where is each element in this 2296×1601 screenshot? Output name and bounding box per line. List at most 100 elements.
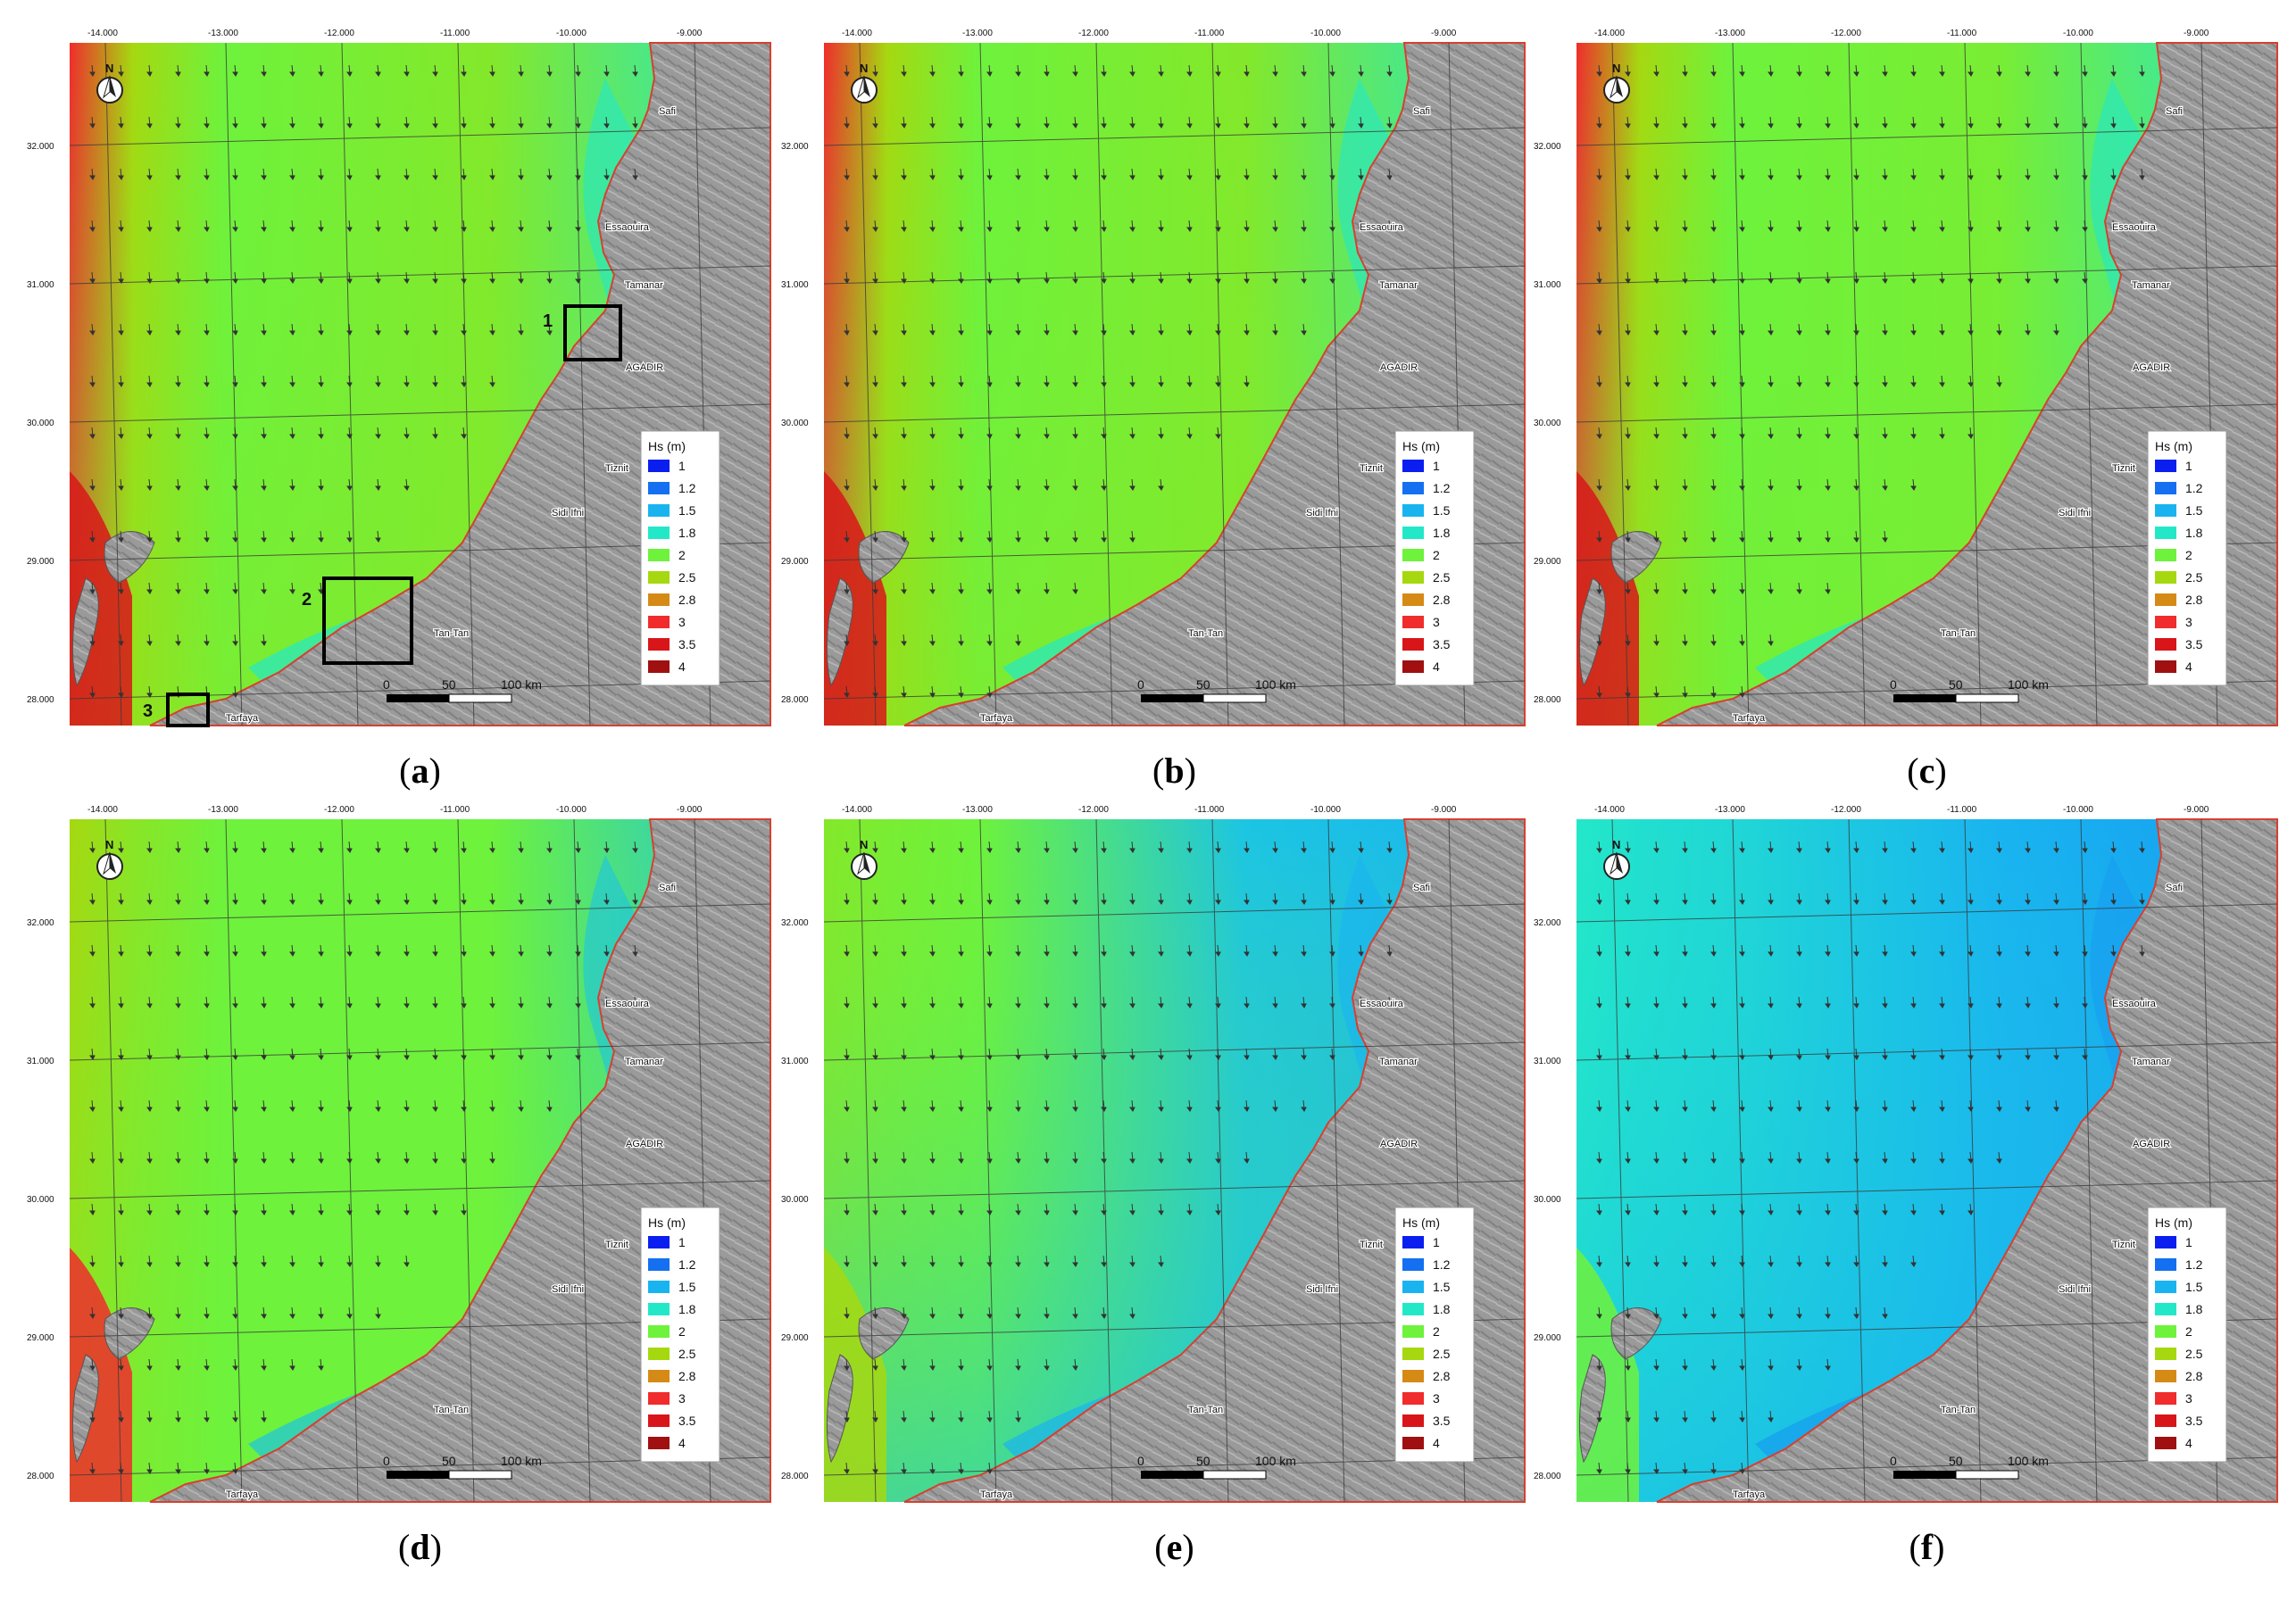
wave-arrow-head [2139, 951, 2145, 957]
wave-arrow-head [289, 951, 295, 957]
legend-swatch [1402, 1414, 1424, 1427]
wave-arrow-head [901, 1210, 907, 1215]
legend-value: 2.5 [2185, 570, 2203, 585]
wave-arrow-head [289, 123, 295, 129]
wave-arrow-head [1768, 1417, 1774, 1423]
wave-arrow-head [261, 330, 267, 336]
wave-arrow-head [232, 278, 238, 284]
wave-arrow-head [872, 1365, 878, 1371]
wave-arrow-head [986, 1210, 993, 1215]
wave-arrow-head [403, 1158, 410, 1164]
wave-arrow-head [346, 123, 353, 129]
wave-arrow-head [603, 227, 610, 232]
wave-arrow-head [1682, 1417, 1688, 1423]
wave-arrow-head [1996, 71, 2002, 77]
wave-arrow-head [1710, 278, 1717, 284]
wave-arrow-head [1358, 900, 1364, 905]
wave-arrow-head [1301, 1003, 1307, 1008]
wave-arrow-head [1301, 848, 1307, 853]
wave-arrow-head [1739, 1314, 1745, 1319]
legend-value: 2.8 [678, 593, 696, 607]
wave-arrow-head [461, 1210, 467, 1215]
wave-arrow-head [1682, 175, 1688, 180]
wave-arrow-head [1015, 1003, 1021, 1008]
wave-arrow-head [1044, 1210, 1050, 1215]
wave-arrow-head [518, 900, 524, 905]
wave-arrow-head [146, 693, 153, 698]
wave-arrow-head [1739, 900, 1745, 905]
wave-arrow-head [289, 227, 295, 232]
wave-arrow-head [204, 123, 210, 129]
wave-arrow-head [575, 951, 581, 957]
wave-arrow-head [1939, 1210, 1945, 1215]
wave-arrow-head [2082, 848, 2088, 853]
wave-arrow-head [1596, 1314, 1602, 1319]
wave-arrow-head [986, 1365, 993, 1371]
wave-arrow-head [929, 1417, 936, 1423]
panel-letter: b [1164, 751, 1185, 791]
wave-arrow-head [1910, 485, 1917, 491]
wave-arrow-head [1272, 951, 1278, 957]
wave-arrow-head [1967, 330, 1974, 336]
legend-value: 3.5 [678, 1414, 696, 1428]
wave-arrow-head [118, 227, 124, 232]
wave-arrow-head [489, 1055, 495, 1060]
wave-arrow-head [318, 1055, 324, 1060]
legend-value: 2.8 [1433, 593, 1451, 607]
place-label: Tiznit [605, 1240, 628, 1250]
legend-swatch [648, 460, 670, 472]
wave-arrow-head [929, 278, 936, 284]
wave-arrow-head [204, 1262, 210, 1267]
wave-arrow-head [1910, 434, 1917, 439]
scale-label: 0 [1137, 1454, 1144, 1468]
lon-tick: -11.000 [440, 29, 470, 38]
wave-arrow-head [118, 1158, 124, 1164]
wave-arrow-head [1910, 330, 1917, 336]
wave-arrow-head [929, 1365, 936, 1371]
wave-arrow-head [146, 485, 153, 491]
wave-arrow-head [118, 1210, 124, 1215]
wave-arrow-head [1710, 71, 1717, 77]
wave-arrow-head [175, 1262, 181, 1267]
lon-tick: -12.000 [1831, 29, 1861, 38]
wave-arrow-head [1625, 1365, 1631, 1371]
scale-bar-dark [1141, 694, 1203, 702]
wave-arrow-head [958, 1158, 964, 1164]
place-label: Tan-Tan [434, 628, 469, 639]
wave-arrow-head [1272, 848, 1278, 853]
wave-arrow-head [1072, 1003, 1078, 1008]
wave-arrow-head [1825, 589, 1831, 594]
wave-arrow-head [929, 227, 936, 232]
place-label: Essaouira [605, 222, 650, 233]
north-label: N [1612, 62, 1620, 75]
wave-arrow-head [1044, 434, 1050, 439]
wave-arrow-head [1358, 848, 1364, 853]
wave-arrow-head [1768, 641, 1774, 646]
north-arrow-half-dark [1617, 852, 1623, 874]
wave-arrow-head [1215, 848, 1221, 853]
wave-arrow-head [261, 434, 267, 439]
wave-arrow-head [146, 382, 153, 387]
wave-arrow-head [2082, 1055, 2088, 1060]
parallel-1 [69, 265, 771, 285]
wave-arrow-head [432, 1210, 438, 1215]
wave-arrow-head [1967, 951, 1974, 957]
wave-arrow-head [986, 1055, 993, 1060]
wave-arrow-head [1244, 951, 1250, 957]
land-mass [149, 42, 771, 726]
wave-arrow-head [1768, 951, 1774, 957]
legend-value: 2.5 [1433, 1347, 1451, 1361]
wave-arrow-head [1853, 1055, 1859, 1060]
wave-arrow-head [204, 848, 210, 853]
wave-arrow-head [461, 848, 467, 853]
wave-arrow-head [2110, 1003, 2117, 1008]
wave-arrow-head [232, 227, 238, 232]
wave-arrow-head [261, 951, 267, 957]
wave-arrow-head [375, 382, 381, 387]
wave-arrow-head [375, 175, 381, 180]
wave-arrow-head [89, 589, 96, 594]
wave-arrow-head [261, 485, 267, 491]
wave-arrow-head [1301, 278, 1307, 284]
wave-arrow-head [575, 71, 581, 77]
wave-arrow-head [89, 123, 96, 129]
